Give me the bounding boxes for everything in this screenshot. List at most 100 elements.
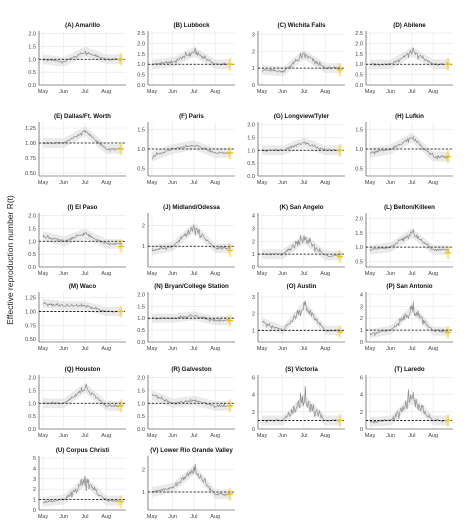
x-tick-label-i-el-paso: Aug — [101, 271, 111, 277]
y-tick-label-v-lower-rio-grande-valley: 1 — [142, 490, 145, 496]
y-tick-label-j-midland-odessa: 1 — [142, 244, 145, 250]
panel-title-t-laredo: (T) Laredo — [394, 366, 424, 373]
ci-ribbon-f-paris — [152, 140, 231, 162]
x-tick-label-u-corpus-christi: Jul — [81, 514, 88, 520]
panel-title-v-lower-rio-grande-valley: (V) Lower Rio Grande Valley — [150, 447, 233, 454]
x-tick-label-g-longview-tyler: May — [257, 180, 268, 186]
x-tick-label-e-dallas-ft-worth: May — [38, 180, 49, 186]
x-tick-label-q-houston: Aug — [101, 433, 111, 439]
x-tick-label-v-lower-rio-grande-valley: Jul — [190, 514, 197, 520]
y-tick-label-p-san-antonio: 1 — [360, 328, 363, 334]
rt-line-d-abilene — [369, 47, 450, 67]
y-tick-label-b-lubbock: 2.0 — [137, 41, 145, 47]
y-tick-label-r-galveston: 0.0 — [137, 427, 145, 433]
y-tick-label-j-midland-odessa: 2 — [142, 223, 145, 229]
x-tick-label-k-san-angelo: May — [257, 271, 268, 277]
x-tick-label-h-lufkin: Jul — [408, 180, 415, 186]
y-tick-label-k-san-angelo: 1 — [252, 252, 255, 258]
rt-line-h-lufkin — [369, 135, 450, 161]
y-tick-label-a-amarillo: 2.0 — [28, 32, 36, 38]
y-tick-label-k-san-angelo: 4 — [252, 214, 255, 220]
y-tick-label-r-galveston: 0.5 — [137, 414, 145, 420]
y-tick-label-b-lubbock: 0.5 — [137, 73, 145, 79]
ci-ribbon-t-laredo — [370, 394, 449, 428]
x-tick-label-v-lower-rio-grande-valley: Aug — [210, 514, 220, 520]
rt-line-e-dallas-ft-worth — [42, 129, 123, 152]
x-tick-label-q-houston: Jun — [59, 433, 68, 439]
x-tick-label-j-midland-odessa: May — [147, 271, 158, 277]
rt-line-n-bryan-college-station — [151, 313, 232, 323]
y-tick-label-l-belton-killeen: 1.0 — [355, 245, 363, 251]
y-tick-label-a-amarillo: 0.0 — [28, 83, 36, 89]
x-tick-label-n-bryan-college-station: Jul — [190, 346, 197, 352]
y-tick-label-s-victoria: 6 — [252, 376, 255, 382]
y-tick-label-q-houston: 2.0 — [28, 376, 36, 382]
x-tick-label-p-san-antonio: Jun — [386, 346, 395, 352]
y-tick-label-a-amarillo: 1.5 — [28, 44, 36, 50]
rt-line-r-galveston — [151, 394, 232, 409]
ci-ribbon-p-san-antonio — [370, 304, 449, 339]
x-tick-label-m-waco: Jul — [81, 346, 88, 352]
x-tick-label-c-wichita-falls: Jun — [278, 89, 287, 95]
x-tick-label-m-waco: Aug — [101, 346, 111, 352]
panel-title-g-longview-tyler: (G) Longview/Tyler — [274, 113, 330, 120]
y-tick-label-d-abilene: 0.0 — [355, 83, 363, 89]
x-tick-label-n-bryan-college-station: Jun — [168, 346, 177, 352]
x-tick-label-r-galveston: Aug — [210, 433, 220, 439]
y-tick-label-h-lufkin: 1.5 — [355, 128, 363, 134]
y-tick-label-o-austin: 3 — [252, 295, 255, 301]
x-tick-label-t-laredo: Jul — [408, 433, 415, 439]
rt-line-j-midland-odessa — [151, 224, 232, 252]
ci-ribbon-i-el-paso — [43, 228, 122, 249]
x-tick-label-a-amarillo: Jul — [81, 89, 88, 95]
y-tick-label-a-amarillo: 0.5 — [28, 70, 36, 76]
panel-title-c-wichita-falls: (C) Wichita Falls — [277, 22, 326, 29]
y-tick-label-m-waco: 1.25 — [25, 296, 36, 302]
y-tick-label-m-waco: 1.00 — [25, 309, 36, 315]
y-tick-label-u-corpus-christi: 1 — [33, 498, 36, 504]
x-tick-label-g-longview-tyler: Jun — [278, 180, 287, 186]
x-tick-label-v-lower-rio-grande-valley: Jun — [168, 514, 177, 520]
y-tick-label-u-corpus-christi: 3 — [33, 477, 36, 483]
y-tick-label-r-galveston: 2.0 — [137, 376, 145, 382]
y-tick-label-b-lubbock: 2.5 — [137, 31, 145, 37]
y-tick-label-u-corpus-christi: 0 — [33, 508, 36, 514]
rt-line-c-wichita-falls — [261, 52, 342, 74]
rt-line-o-austin — [261, 300, 342, 333]
x-tick-label-c-wichita-falls: Aug — [320, 89, 330, 95]
y-tick-label-l-belton-killeen: 2.0 — [355, 217, 363, 223]
ci-ribbon-o-austin — [262, 301, 341, 335]
y-tick-label-i-el-paso: 0.5 — [28, 252, 36, 258]
ci-ribbon-e-dallas-ft-worth — [43, 126, 122, 154]
panel-title-k-san-angelo: (K) San Angelo — [279, 204, 323, 211]
rt-line-i-el-paso — [42, 232, 123, 246]
y-tick-label-f-paris: 0.5 — [137, 166, 145, 172]
x-tick-label-i-el-paso: May — [38, 271, 49, 277]
y-tick-label-g-longview-tyler: 0.0 — [247, 174, 255, 180]
y-tick-label-m-waco: 0.75 — [25, 323, 36, 329]
y-tick-label-p-san-antonio: 2 — [360, 316, 363, 322]
y-tick-label-q-houston: 1.5 — [28, 388, 36, 394]
x-tick-label-r-galveston: Jun — [168, 433, 177, 439]
y-tick-label-n-bryan-college-station: 1.5 — [137, 304, 145, 310]
y-axis-label-text: Effective reproduction number R(t) — [5, 195, 15, 325]
y-tick-label-m-waco: 0.50 — [25, 337, 36, 343]
x-tick-label-t-laredo: Aug — [428, 433, 438, 439]
y-tick-label-i-el-paso: 0.0 — [28, 265, 36, 271]
x-tick-label-h-lufkin: Aug — [428, 180, 438, 186]
y-tick-label-k-san-angelo: 0 — [252, 265, 255, 271]
y-tick-label-q-houston: 1.0 — [28, 401, 36, 407]
y-tick-label-c-wichita-falls: 3 — [252, 32, 255, 38]
y-tick-label-q-houston: 0.0 — [28, 427, 36, 433]
rt-line-u-corpus-christi — [42, 475, 123, 504]
ci-ribbon-u-corpus-christi — [43, 476, 122, 507]
x-tick-label-d-abilene: Aug — [428, 89, 438, 95]
y-tick-label-s-victoria: 2 — [252, 410, 255, 416]
x-tick-label-a-amarillo: Aug — [101, 89, 111, 95]
y-tick-label-k-san-angelo: 2 — [252, 239, 255, 245]
y-tick-label-f-paris: 1.5 — [137, 128, 145, 134]
y-tick-label-g-longview-tyler: 1.0 — [247, 148, 255, 154]
panel-title-q-houston: (Q) Houston — [65, 366, 101, 373]
x-tick-label-j-midland-odessa: Jun — [168, 271, 177, 277]
